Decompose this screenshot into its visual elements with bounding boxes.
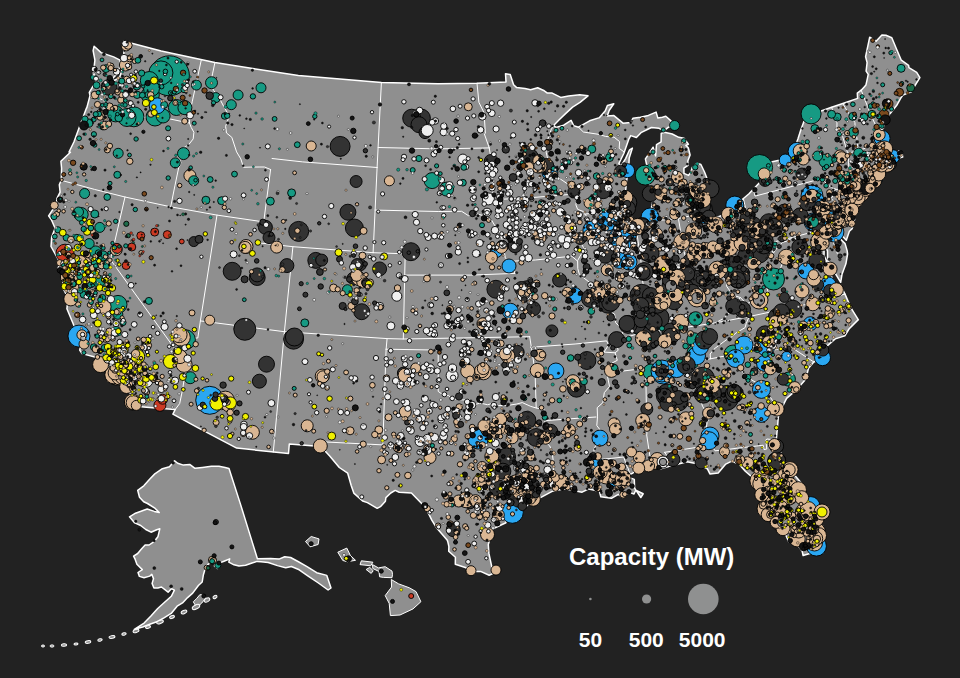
svg-text:5000: 5000 <box>679 628 726 651</box>
svg-text:500: 500 <box>629 628 664 651</box>
svg-text:Capacity (MW): Capacity (MW) <box>569 543 734 570</box>
svg-text:50: 50 <box>579 628 602 651</box>
